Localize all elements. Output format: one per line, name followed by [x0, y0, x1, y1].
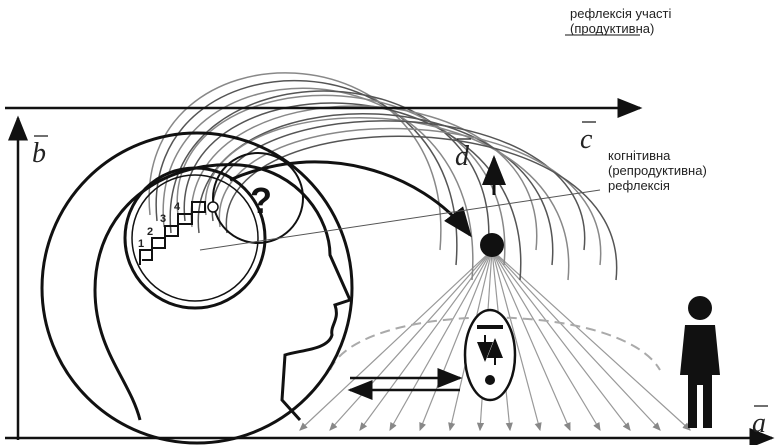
- arc: [184, 103, 521, 280]
- step-number: 2: [147, 226, 153, 238]
- label: (репродуктивна): [608, 163, 707, 178]
- vector-label: d: [455, 141, 470, 172]
- label: когнітивна: [608, 148, 671, 163]
- ray: [492, 250, 660, 430]
- person: [680, 296, 720, 428]
- vector-label: b: [32, 138, 46, 169]
- vector-label: c: [580, 124, 593, 155]
- ellipse: [465, 310, 515, 400]
- step-number: 3: [160, 213, 166, 225]
- label: (продуктивна): [570, 21, 654, 36]
- arc: [226, 136, 616, 280]
- outer-circle: [42, 133, 352, 443]
- object-dot: [480, 233, 504, 257]
- question-mark: ?: [250, 180, 272, 221]
- top-dot: [208, 202, 218, 212]
- ray: [492, 250, 690, 430]
- label: рефлексія участі: [570, 6, 672, 21]
- vector-label: a: [752, 408, 766, 439]
- step-number: 1: [138, 238, 144, 250]
- ellipse-dot: [485, 375, 495, 385]
- step-number: 4: [174, 201, 181, 213]
- diagram: рефлексія участі (продуктивна) когнітивн…: [0, 0, 781, 445]
- label: рефлексія: [608, 178, 670, 193]
- arc: [191, 106, 537, 250]
- bar: [477, 325, 503, 329]
- arc: [219, 129, 600, 265]
